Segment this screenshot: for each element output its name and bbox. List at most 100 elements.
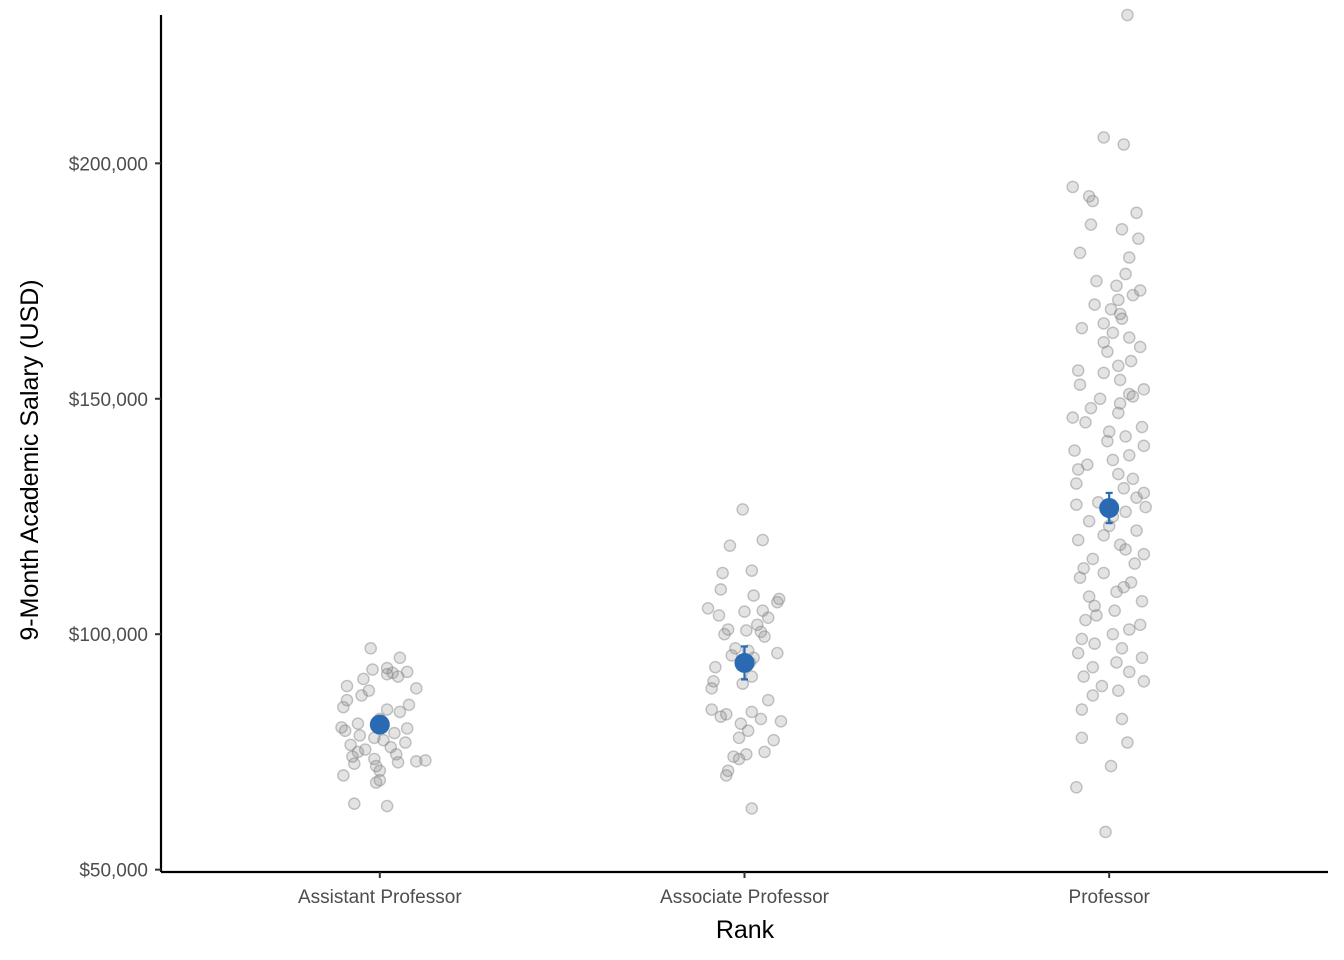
data-point bbox=[355, 689, 368, 702]
data-point bbox=[732, 731, 746, 745]
data-point bbox=[380, 661, 394, 675]
data-point bbox=[1082, 514, 1096, 528]
data-point bbox=[1115, 312, 1129, 326]
data-point bbox=[705, 682, 718, 695]
data-point bbox=[1122, 665, 1136, 679]
data-point bbox=[719, 769, 733, 782]
data-point bbox=[1113, 538, 1127, 552]
x-tick-label: Associate Professor bbox=[660, 887, 830, 908]
data-point bbox=[1104, 302, 1118, 316]
data-point bbox=[1071, 463, 1085, 476]
mean-point bbox=[1099, 498, 1120, 519]
data-point bbox=[1075, 731, 1089, 745]
data-point bbox=[1088, 298, 1101, 311]
data-point bbox=[1115, 642, 1129, 655]
data-point bbox=[1126, 288, 1140, 302]
data-point bbox=[767, 733, 780, 747]
data-point bbox=[718, 627, 731, 641]
data-point bbox=[1122, 623, 1136, 636]
data-point bbox=[1113, 373, 1127, 387]
data-point bbox=[738, 605, 751, 618]
data-point bbox=[400, 722, 414, 735]
data-point bbox=[745, 705, 759, 719]
data-point bbox=[761, 693, 775, 707]
data-point bbox=[340, 693, 354, 707]
data-point bbox=[1084, 401, 1098, 415]
data-point bbox=[1077, 561, 1090, 575]
data-point bbox=[1126, 472, 1140, 486]
y-tick-label: $50,000 bbox=[79, 861, 148, 882]
data-point bbox=[1097, 317, 1111, 330]
data-point bbox=[351, 745, 365, 759]
data-point bbox=[771, 595, 784, 609]
data-point bbox=[1075, 703, 1089, 716]
mean-summary-layer bbox=[369, 491, 1120, 735]
x-tick-label: Assistant Professor bbox=[298, 887, 462, 908]
data-point bbox=[1093, 392, 1107, 406]
data-point bbox=[754, 625, 768, 639]
data-point bbox=[393, 705, 407, 719]
data-point bbox=[754, 712, 768, 726]
data-point bbox=[1126, 390, 1140, 403]
data-point bbox=[1115, 712, 1129, 726]
data-point bbox=[1097, 566, 1111, 580]
data-point bbox=[1133, 340, 1147, 354]
data-point bbox=[402, 698, 416, 712]
data-point bbox=[723, 539, 737, 552]
data-point bbox=[1117, 481, 1131, 495]
data-point bbox=[1137, 439, 1151, 453]
data-point bbox=[1068, 444, 1081, 457]
data-point bbox=[373, 764, 387, 778]
data-point bbox=[1122, 448, 1136, 462]
data-point bbox=[732, 752, 746, 766]
data-point bbox=[1135, 594, 1149, 608]
data-point bbox=[362, 684, 376, 698]
data-point bbox=[1133, 618, 1147, 632]
data-point bbox=[1130, 206, 1143, 220]
data-point bbox=[1128, 557, 1142, 570]
data-point bbox=[716, 566, 729, 580]
data-point bbox=[1139, 500, 1152, 514]
data-point bbox=[709, 660, 722, 674]
data-point bbox=[745, 802, 759, 815]
data-point bbox=[747, 589, 760, 602]
data-point bbox=[369, 759, 383, 773]
data-point bbox=[705, 703, 718, 716]
data-point bbox=[707, 674, 720, 688]
data-point bbox=[419, 754, 432, 767]
data-point bbox=[1099, 825, 1112, 839]
data-point bbox=[1077, 670, 1090, 683]
data-point bbox=[399, 736, 412, 749]
data-point bbox=[1071, 646, 1085, 660]
axes-layer: $50,000 $100,000 $150,000 $200,000 Assistan… bbox=[69, 15, 1328, 908]
data-point bbox=[1071, 364, 1085, 377]
data-point bbox=[1130, 491, 1143, 504]
y-axis-title: 9-Month Academic Salary (USD) bbox=[16, 279, 44, 640]
data-point bbox=[1135, 420, 1149, 434]
data-point bbox=[1104, 759, 1118, 773]
data-point bbox=[347, 757, 361, 770]
data-point bbox=[712, 609, 726, 622]
data-point bbox=[756, 533, 770, 547]
data-point bbox=[1084, 218, 1098, 231]
data-point bbox=[719, 707, 733, 721]
data-point bbox=[389, 747, 403, 761]
data-point bbox=[1113, 397, 1127, 410]
data-point bbox=[1082, 189, 1096, 203]
data-point bbox=[344, 738, 357, 752]
data-point bbox=[774, 715, 788, 728]
data-point bbox=[1135, 651, 1149, 665]
y-tick-label: $150,000 bbox=[69, 390, 148, 411]
data-point bbox=[1106, 453, 1120, 467]
data-point bbox=[725, 649, 739, 662]
data-point bbox=[358, 743, 372, 756]
data-point bbox=[1079, 416, 1092, 429]
data-point bbox=[353, 729, 367, 742]
data-point bbox=[1095, 679, 1109, 693]
data-point bbox=[1075, 321, 1089, 335]
data-point bbox=[357, 672, 370, 686]
y-tick-label: $200,000 bbox=[69, 154, 148, 175]
data-point bbox=[1112, 359, 1125, 373]
data-point bbox=[337, 769, 350, 782]
